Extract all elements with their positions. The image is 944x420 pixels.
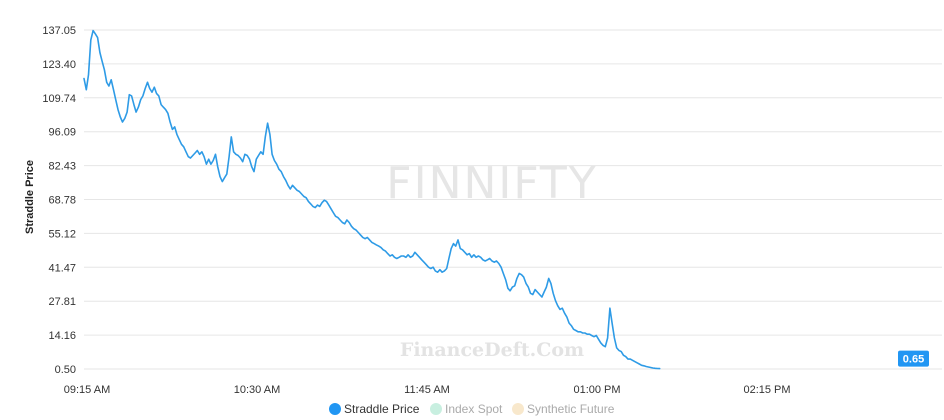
legend-marker — [430, 403, 442, 415]
y-tick-label: 27.81 — [48, 296, 76, 308]
watermark-symbol: FINNIFTY — [386, 158, 597, 209]
x-tick-label: 02:15 PM — [743, 384, 790, 396]
y-tick-label: 109.74 — [42, 93, 76, 105]
y-axis-ticks: 137.05 123.40 109.74 96.09 82.43 68.78 55.12 41… — [42, 25, 76, 376]
last-value-label: 0.65 — [903, 354, 924, 366]
y-axis-title: Straddle Price — [24, 160, 36, 234]
y-tick-label: 14.16 — [48, 330, 76, 342]
y-tick-label: 55.12 — [48, 228, 76, 240]
y-tick-label: 68.78 — [48, 195, 76, 207]
legend-item[interactable]: Index Spot — [430, 402, 503, 416]
legend-label: Synthetic Future — [527, 402, 615, 416]
y-tick-label: 96.09 — [48, 127, 76, 139]
last-value-badge-bg — [898, 350, 929, 367]
grid-lines — [84, 29, 942, 370]
x-tick-label: 09:15 AM — [64, 384, 110, 396]
y-tick-label: 137.05 — [42, 25, 76, 37]
x-tick-label: 11:45 AM — [404, 384, 450, 396]
legend-item[interactable]: Synthetic Future — [512, 402, 615, 416]
series-line-straddle-price[interactable] — [83, 29, 661, 370]
y-tick-label: 0.50 — [55, 364, 76, 376]
legend-marker — [329, 403, 341, 415]
legend-label: Index Spot — [445, 402, 503, 416]
legend-marker — [512, 403, 524, 415]
y-tick-label: 41.47 — [48, 262, 76, 274]
legend-label: Straddle Price — [344, 402, 420, 416]
x-tick-label: 01:00 PM — [573, 384, 620, 396]
watermark-site: FinanceDeft.Com — [400, 339, 584, 361]
last-value-badge: 0.65 — [898, 350, 929, 367]
x-tick-label: 10:30 AM — [234, 384, 280, 396]
legend: Straddle Price Index Spot Synthetic Future — [329, 402, 615, 416]
legend-item[interactable]: Straddle Price — [329, 402, 420, 416]
y-tick-label: 123.40 — [42, 59, 76, 71]
x-axis-ticks: 09:15 AM 10:30 AM 11:45 AM 01:00 PM 02:15 PM — [64, 384, 791, 396]
y-tick-label: 82.43 — [48, 161, 76, 173]
